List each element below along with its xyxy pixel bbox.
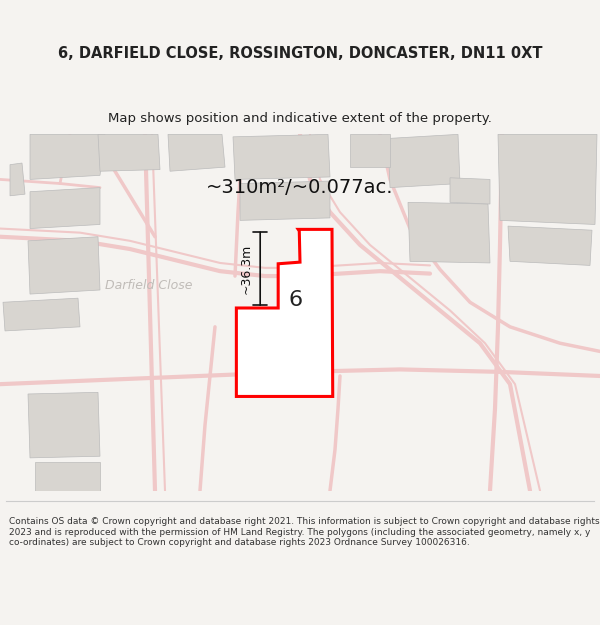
Polygon shape <box>30 134 105 179</box>
Polygon shape <box>28 237 100 294</box>
Text: 6: 6 <box>289 290 303 310</box>
Polygon shape <box>98 134 160 171</box>
Polygon shape <box>408 202 490 263</box>
Text: Darfield Close: Darfield Close <box>105 279 193 292</box>
Text: ~310m²/~0.077ac.: ~310m²/~0.077ac. <box>206 178 394 197</box>
Polygon shape <box>30 188 100 229</box>
Text: ~36.3m: ~36.3m <box>239 244 252 294</box>
Polygon shape <box>3 298 80 331</box>
Polygon shape <box>498 134 597 224</box>
Polygon shape <box>233 134 330 179</box>
Text: Map shows position and indicative extent of the property.: Map shows position and indicative extent… <box>108 112 492 125</box>
Polygon shape <box>35 462 100 491</box>
Polygon shape <box>236 229 333 396</box>
Polygon shape <box>240 181 330 221</box>
Polygon shape <box>388 134 460 188</box>
Polygon shape <box>168 134 225 171</box>
Text: Contains OS data © Crown copyright and database right 2021. This information is : Contains OS data © Crown copyright and d… <box>9 518 599 548</box>
Text: ~15.3m: ~15.3m <box>280 332 331 346</box>
Polygon shape <box>350 134 390 167</box>
Polygon shape <box>450 177 490 204</box>
Polygon shape <box>10 163 25 196</box>
Text: 6, DARFIELD CLOSE, ROSSINGTON, DONCASTER, DN11 0XT: 6, DARFIELD CLOSE, ROSSINGTON, DONCASTER… <box>58 46 542 61</box>
Polygon shape <box>28 392 100 458</box>
Polygon shape <box>508 226 592 266</box>
